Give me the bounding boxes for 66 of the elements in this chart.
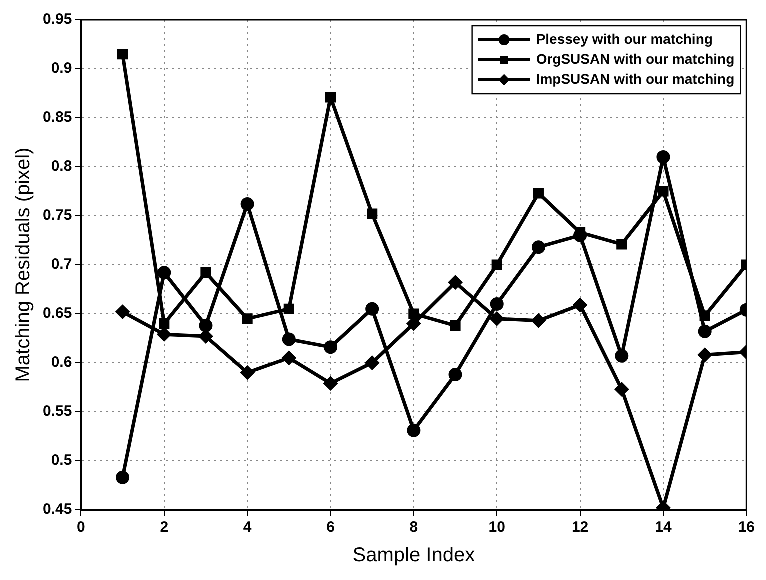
x-tick-label: 8 — [410, 519, 418, 536]
x-tick-label: 0 — [77, 519, 86, 536]
y-tick-label: 0.5 — [51, 452, 72, 470]
point — [199, 330, 213, 344]
point — [698, 324, 712, 338]
point — [200, 268, 212, 278]
point — [118, 49, 128, 60]
point — [658, 186, 669, 197]
point — [116, 305, 130, 319]
point — [490, 312, 504, 326]
point — [366, 302, 380, 316]
point — [574, 298, 588, 312]
point — [698, 348, 712, 362]
legend-label: OrgSUSAN with our matching — [536, 50, 735, 67]
point — [492, 260, 502, 270]
x-tick-label: 12 — [572, 519, 589, 536]
point — [159, 318, 170, 330]
point — [116, 470, 130, 484]
point — [450, 320, 461, 332]
point — [158, 328, 172, 342]
point — [448, 276, 462, 290]
point — [532, 314, 546, 328]
legend-label: ImpSUSAN with our matching — [536, 70, 735, 87]
point — [158, 266, 172, 280]
x-tick-label: 14 — [655, 519, 672, 536]
x-tick-label: 16 — [738, 519, 755, 536]
point — [367, 208, 378, 220]
y-axis-title: Matching Residuals (pixel) — [12, 148, 35, 382]
x-tick-label: 10 — [488, 519, 506, 536]
y-tick-label: 0.7 — [51, 256, 72, 274]
legend-label: Plessey with our matching — [536, 30, 713, 47]
x-tick-label: 4 — [243, 519, 252, 536]
point — [407, 317, 421, 331]
y-tick-label: 0.65 — [42, 305, 72, 322]
y-tick-label: 0.6 — [51, 354, 72, 372]
point — [407, 424, 421, 438]
point — [366, 356, 380, 370]
point — [490, 297, 504, 311]
point — [240, 197, 254, 211]
point — [240, 366, 254, 380]
point — [408, 308, 420, 320]
y-tick-label: 0.95 — [42, 11, 72, 28]
point — [324, 340, 338, 354]
y-tick-label: 0.9 — [51, 60, 72, 78]
x-tick-label: 2 — [160, 519, 169, 536]
point — [656, 150, 670, 164]
point — [532, 240, 546, 254]
point — [284, 304, 294, 314]
point — [324, 376, 338, 390]
point — [325, 92, 336, 103]
point — [615, 349, 629, 363]
point — [615, 382, 629, 396]
y-tick-label: 0.55 — [42, 403, 72, 420]
point — [282, 351, 296, 365]
point — [533, 188, 544, 199]
point — [448, 368, 462, 382]
x-tick-label: 6 — [326, 519, 335, 536]
y-tick-label: 0.8 — [51, 158, 72, 176]
point — [616, 239, 628, 250]
x-axis-title: Sample Index — [352, 544, 476, 567]
y-tick-label: 0.85 — [42, 109, 72, 126]
point — [282, 332, 296, 346]
y-tick-label: 0.75 — [42, 207, 72, 224]
point — [242, 314, 253, 324]
y-tick-label: 0.45 — [42, 501, 72, 518]
point — [199, 319, 213, 333]
